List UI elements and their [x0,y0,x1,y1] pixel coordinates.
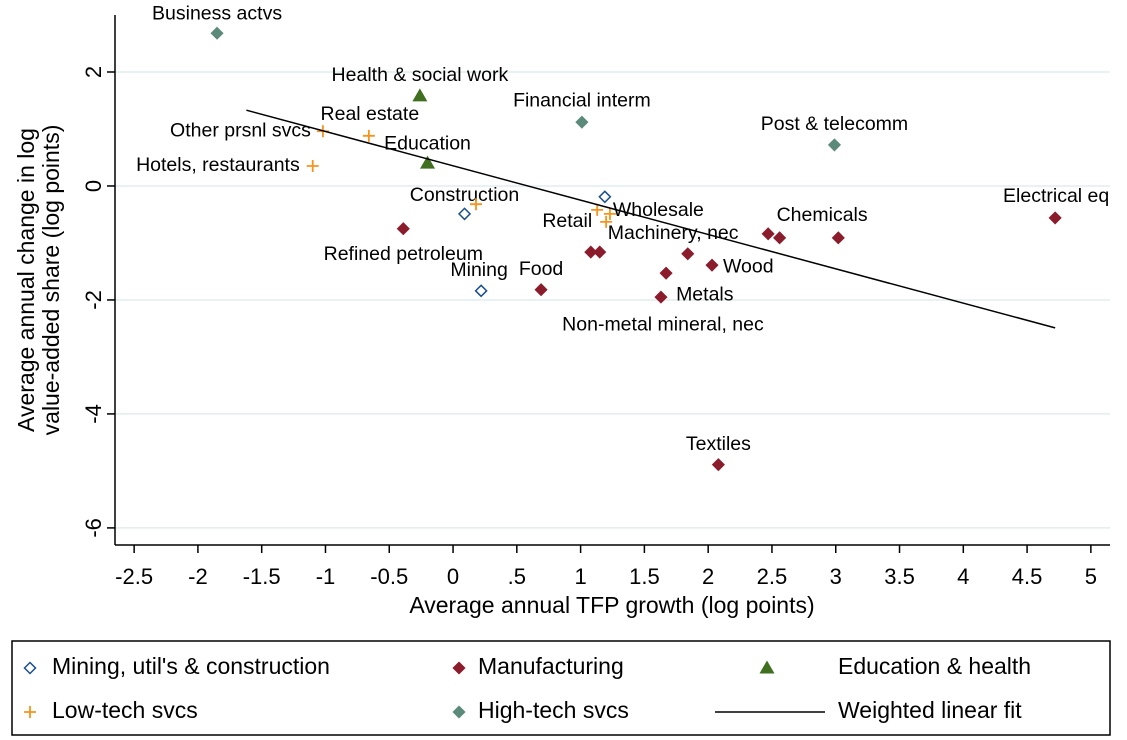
legend-label: Manufacturing [478,653,624,679]
x-tick-label: -2 [188,564,208,589]
legend-label: Low-tech svcs [52,697,198,723]
fit-line [246,109,1056,329]
point [474,284,488,298]
y-tick-label: -2 [81,290,106,310]
point [598,190,612,204]
point [593,245,607,259]
legend-marker [452,661,466,675]
x-axis-title: Average annual TFP growth (log points) [409,592,814,618]
x-tick-label: 3.5 [884,564,915,589]
legend-item: Manufacturing [452,653,624,679]
point [470,198,483,211]
point [591,203,604,216]
point-label: Construction [410,184,519,206]
point-label: Post & telecomm [761,113,908,135]
point-label: Wholesale [613,199,704,221]
legend-label: Weighted linear fit [838,697,1022,723]
point [654,290,668,304]
x-tick-label: 4 [957,564,969,589]
point [306,160,319,173]
point-label: Metals [676,283,734,305]
point-label: Mining [450,259,507,281]
point [711,458,725,472]
point [534,283,548,297]
point-label: Machinery, nec [608,222,739,244]
y-axis-title: Average annual change in log [13,128,39,432]
y-axis-title: value-added share (log points) [38,125,64,436]
x-tick-label: 1 [574,564,586,589]
point-label: Refined petroleum [324,243,483,265]
legend-item: Low-tech svcs [24,697,198,723]
point-label: Food [519,258,563,280]
point-label: Hotels, restaurants [136,154,300,176]
legend-item: High-tech svcs [452,697,629,723]
x-tick-label: 1.5 [629,564,660,589]
point-label: Electrical eq [1003,185,1109,207]
point-label: Wood [723,255,774,277]
point [396,222,410,236]
x-tick-label: 4.5 [1012,564,1043,589]
y-tick-label: -4 [81,404,106,424]
point [412,88,428,102]
point [584,245,598,259]
point-label: Non-metal mineral, nec [562,313,764,335]
x-tick-label: 2.5 [757,564,788,589]
legend-box [11,640,1111,736]
point-label: Retail [542,210,592,232]
point-label: Education [384,132,471,154]
point [681,247,695,261]
point-label: Financial interm [513,89,651,111]
y-tick-label: 0 [81,180,106,192]
y-tick-label: -6 [81,518,106,538]
x-tick-label: -2.5 [115,564,153,589]
point-label: Real estate [321,103,420,125]
legend-marker [24,706,36,718]
legend-label: Mining, util's & construction [52,653,330,679]
x-tick-label: 3 [830,564,842,589]
point-label: Textiles [686,433,751,455]
legend-marker [452,705,466,719]
point-label: Health & social work [332,64,509,86]
point [827,138,842,152]
legend-item: Education & health [759,653,1031,679]
point [773,231,787,245]
point [831,231,845,245]
x-tick-label: 0 [447,564,459,589]
point [420,155,436,169]
point [457,207,472,221]
legend-label: Education & health [838,653,1031,679]
x-tick-label: 2 [702,564,714,589]
legend-marker [23,661,37,675]
point-label: Other prsnl svcs [170,119,311,141]
legend-label: High-tech svcs [478,697,629,723]
point [600,215,613,228]
point [1048,211,1062,225]
point-label: Chemicals [777,204,868,226]
point [362,129,375,142]
x-tick-label: -0.5 [370,564,408,589]
point [761,227,775,241]
x-tick-label: -1.5 [243,564,281,589]
point-label: Business actvs [152,2,282,24]
legend-item: Mining, util's & construction [23,653,330,679]
point [705,258,719,272]
x-tick-label: .5 [508,564,526,589]
y-tick-label: 2 [81,66,106,78]
x-tick-label: 5 [1085,564,1097,589]
point [603,207,616,220]
legend-item: Weighted linear fit [715,697,1022,723]
point [575,115,589,129]
x-tick-label: -1 [316,564,336,589]
point [210,26,224,40]
point [659,266,673,280]
legend-marker [759,660,775,674]
